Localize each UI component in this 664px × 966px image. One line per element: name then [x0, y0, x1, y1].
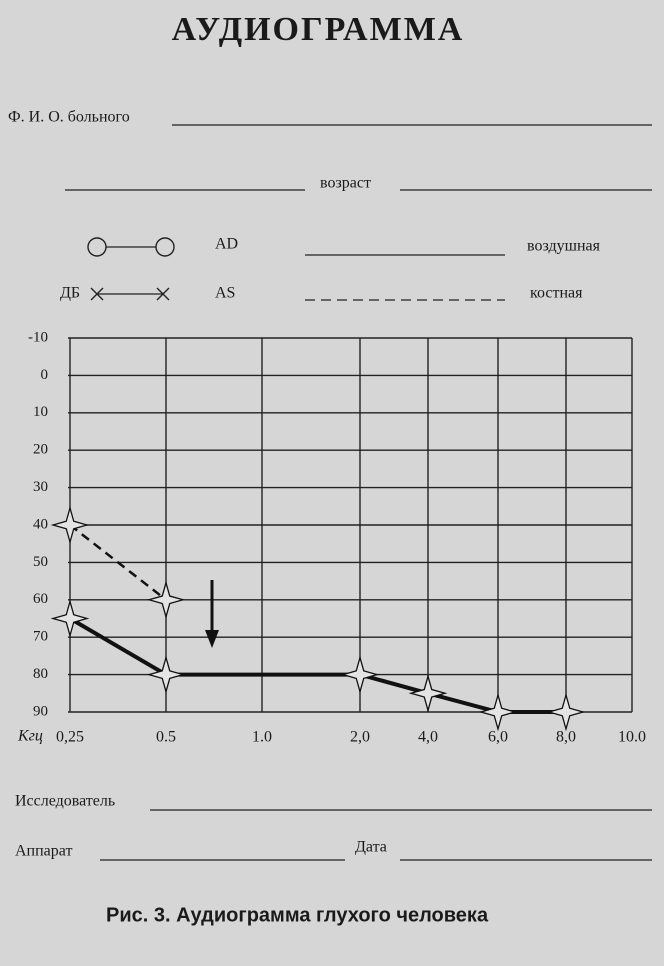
y-tick-label: 40: [33, 516, 48, 532]
y-tick-label: 30: [33, 479, 48, 495]
y-tick-label: 0: [41, 367, 49, 383]
caption: Рис. 3. Аудиограмма глухого человека: [106, 904, 489, 926]
age-label: возраст: [320, 175, 371, 192]
y-tick-label: 80: [33, 666, 48, 682]
point-marker: [546, 692, 586, 732]
arrow-head: [205, 630, 219, 648]
device-label: Аппарат: [15, 843, 72, 860]
title: АУДИОГРАММА: [172, 11, 465, 48]
legend-label: воздушная: [527, 238, 601, 255]
point-marker: [408, 673, 448, 713]
legend-cross: [90, 287, 170, 301]
x-tick-label: 8,0: [556, 729, 576, 746]
legend-as: AS: [215, 285, 235, 302]
plot: -10 0 10 20 30 40 50 60 70 80 90 0,25 0.5 1.0 2,0 4,0 6,…: [28, 329, 646, 745]
y-tick-label: 70: [33, 629, 48, 645]
y-tick-label: 60: [33, 591, 48, 607]
y-tick-label: 50: [33, 554, 48, 570]
point-marker: [478, 692, 518, 732]
legend-circle: [155, 237, 175, 257]
x-tick-label: 0.5: [156, 729, 176, 746]
point-marker: [340, 655, 380, 694]
x-axis-label: Кгц: [17, 728, 43, 745]
patient-label: Ф. И. О. больного: [8, 109, 130, 126]
series-line: [69, 524, 167, 601]
legend-unit: ДБ: [60, 285, 80, 302]
point-marker: [50, 599, 90, 638]
y-tick-label: 10: [33, 404, 48, 420]
legend-label: костная: [530, 285, 583, 302]
x-tick-label: 6,0: [488, 729, 508, 746]
y-tick-label: -10: [28, 329, 48, 345]
x-tick-label: 10.0: [618, 729, 646, 746]
researcher-label: Исследователь: [15, 793, 115, 810]
legend-circle: [87, 237, 107, 257]
legend-ad: AD: [215, 236, 238, 253]
x-tick-label: 4,0: [418, 729, 438, 746]
y-tick-label: 20: [33, 442, 48, 458]
y-tick-label: 90: [33, 703, 48, 719]
point-marker: [50, 505, 90, 545]
x-tick-label: 0,25: [56, 729, 84, 746]
x-tick-label: 2,0: [350, 729, 370, 746]
point-marker: [146, 580, 186, 620]
x-tick-label: 1.0: [252, 729, 272, 746]
date-label: Дата: [355, 839, 387, 856]
point-marker: [146, 655, 186, 694]
